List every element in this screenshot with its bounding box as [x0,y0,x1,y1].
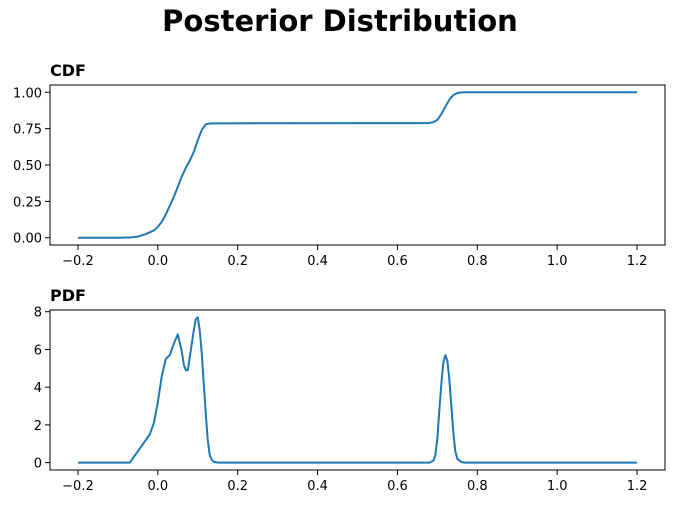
y-tick-label: 8 [34,306,42,321]
y-tick-label: 0.75 [13,123,42,138]
x-tick-label: 0.6 [387,479,408,494]
axes-frame [49,309,666,471]
y-tick-label: 6 [34,343,42,358]
x-tick-label: 1.0 [547,254,568,269]
y-tick-label: 0.50 [13,159,42,174]
y-tick-label: 2 [34,419,42,434]
x-tick-label: 0.6 [387,254,408,269]
y-tick-label: 0.00 [13,232,42,247]
x-tick-label: −0.2 [62,479,94,494]
x-tick-label: 0.8 [467,254,488,269]
y-tick-label: 1.00 [13,86,42,101]
line-series [77,91,638,239]
subplot-title: PDF [50,286,86,305]
figure-title: Posterior Distribution [162,4,518,38]
x-tick-label: 1.2 [627,479,648,494]
y-tick-label: 0.25 [13,195,42,210]
y-tick-label: 4 [34,381,42,396]
x-tick-label: 0.4 [307,479,328,494]
x-tick-label: 0.0 [147,479,168,494]
x-tick-label: 1.2 [627,254,648,269]
x-tick-label: 0.8 [467,479,488,494]
x-tick-label: 0.4 [307,254,328,269]
x-tick-label: 0.2 [227,479,248,494]
line-series [77,316,638,464]
axes-frame [49,84,666,246]
x-tick-label: 0.2 [227,254,248,269]
x-tick-label: −0.2 [62,254,94,269]
x-tick-label: 0.0 [147,254,168,269]
y-tick-label: 0 [34,457,42,472]
x-tick-label: 1.0 [547,479,568,494]
subplot-title: CDF [50,61,86,80]
